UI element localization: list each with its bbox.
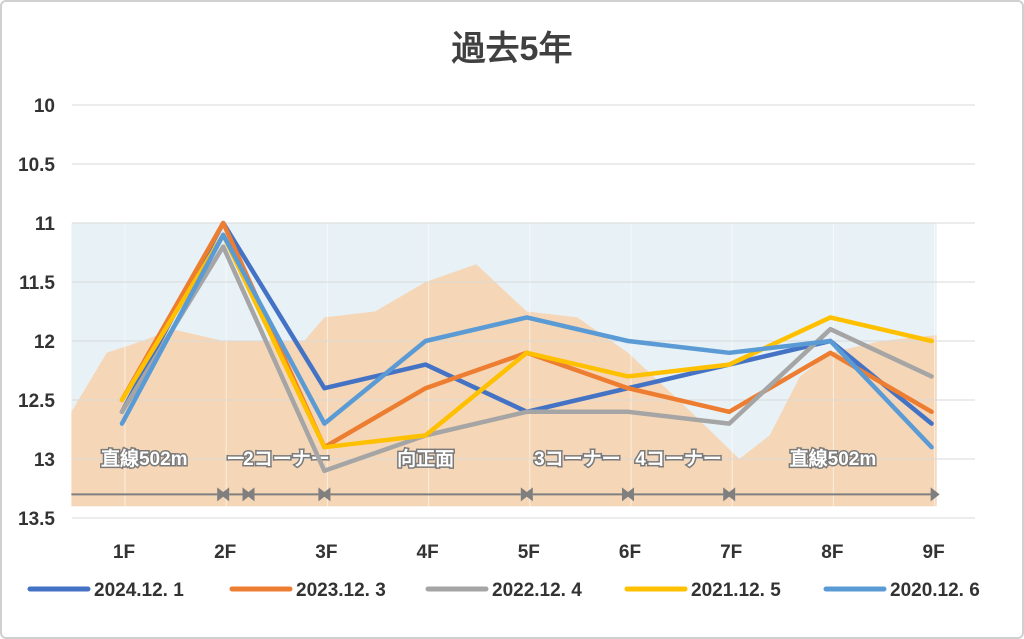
legend-label: 2022.12. 4 [492, 580, 582, 601]
section-arrowhead-left [726, 487, 736, 502]
course-section: ー [220, 447, 252, 502]
x-tick-label: 3F [315, 542, 337, 563]
legend: 2024.12. 1 2023.12. 3 2022.12. 4 2021.12. 5… [27, 580, 980, 601]
section-arrowhead-left [523, 487, 533, 502]
x-tick-label: 1F [113, 542, 135, 563]
series-lines [119, 220, 934, 474]
x-tick-label: 5F [518, 542, 540, 563]
course-section: 4コーナー [625, 447, 733, 502]
section-label: 向正面 [397, 447, 454, 470]
y-tick-label: 11.5 [19, 273, 55, 294]
y-tick-label: 11 [35, 214, 56, 235]
section-arrowhead-left [625, 487, 634, 502]
series-line [119, 232, 934, 450]
chart-title: 過去5年 [452, 30, 573, 68]
y-tick-label: 10 [34, 96, 55, 117]
x-tick-label: 2F [214, 542, 236, 563]
y-tick-label: 13.5 [18, 509, 55, 530]
x-tick-label: 4F [417, 542, 439, 563]
y-axis-ticks: 10 10.5 11 11.5 12 12.5 13 13.5 [18, 96, 55, 530]
course-section: 直線502m [71, 445, 227, 502]
series-line [119, 232, 934, 450]
section-label: ー [226, 449, 245, 470]
legend-label: 2020.12. 6 [890, 580, 980, 601]
terrain-ground [71, 264, 937, 507]
x-axis-ticks: 1F 2F 3F 4F 5F 6F 7F 8F 9F [113, 542, 945, 563]
y-tick-label: 10.5 [18, 155, 55, 176]
section-label: 直線502m [790, 447, 877, 470]
course-section: 3コーナー [523, 447, 631, 502]
course-section: 向正面 [321, 445, 530, 502]
y-tick-label: 12 [34, 332, 55, 353]
section-arrowhead-left [245, 487, 255, 502]
legend-label: 2024.12. 1 [94, 580, 184, 601]
section-arrowhead-left [220, 487, 230, 502]
y-tick-label: 13 [34, 450, 55, 471]
y-tick-label: 12.5 [18, 391, 55, 412]
x-tick-label: 8F [821, 542, 843, 563]
x-tick-label: 9F [923, 542, 945, 563]
section-arrowhead-right [930, 487, 940, 502]
section-label: 直線502m [101, 447, 188, 470]
section-arrowhead-left [321, 487, 331, 502]
grid-lines [72, 104, 975, 519]
section-label: 4コーナー [635, 449, 722, 470]
section-label: 3コーナー [534, 449, 621, 470]
course-section: 直線502m [726, 445, 940, 502]
legend-label: 2023.12. 3 [296, 580, 386, 601]
series-line [119, 244, 934, 474]
x-tick-label: 6F [619, 542, 641, 563]
legend-label: 2021.12. 5 [691, 580, 781, 601]
x-tick-label: 7F [720, 542, 742, 563]
